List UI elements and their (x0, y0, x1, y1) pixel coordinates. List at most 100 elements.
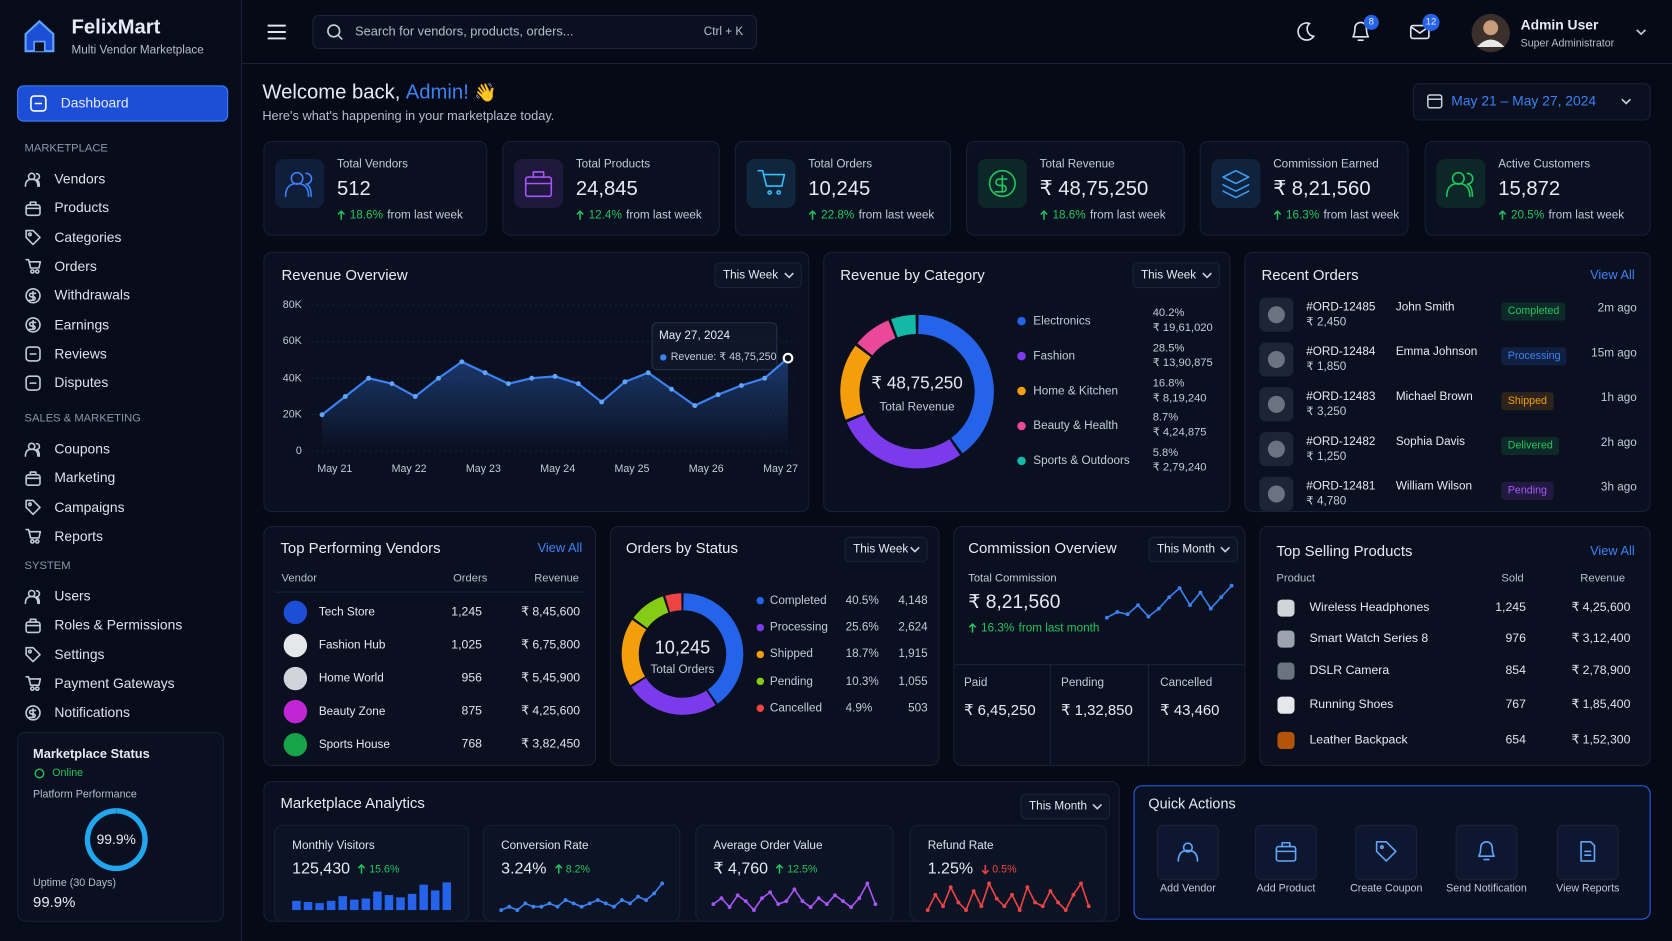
metric-value-row: 125,430 15.6% (292, 860, 400, 879)
nav-item[interactable]: Reviews (54, 345, 107, 362)
kpi-change-period: from last week (1323, 209, 1400, 222)
nav-item[interactable]: Orders (54, 257, 97, 274)
nav-item[interactable]: Marketing (54, 469, 116, 486)
legend-label: Fashion (1033, 349, 1076, 363)
quick-action-button[interactable] (1255, 824, 1317, 881)
breakdown-value: ₹ 43,460 (1160, 701, 1220, 719)
metric-change: 8.2% (565, 863, 591, 876)
nav-item[interactable]: Users (54, 587, 91, 604)
order-status: Delivered (1501, 436, 1560, 456)
kpi-icon-box (275, 158, 325, 209)
nav-item[interactable]: Campaigns (54, 498, 125, 515)
date-range[interactable] (1412, 83, 1651, 121)
kpi-value: ₹ 48,75,250 (1039, 177, 1149, 201)
search-box[interactable] (312, 14, 758, 50)
nav-item[interactable]: Dashboard (60, 94, 129, 111)
quick-action-button[interactable] (1156, 824, 1219, 881)
tooltip-date: May 27, 2024 (658, 329, 731, 343)
metric-label: Refund Rate (927, 839, 994, 853)
quick-action-button[interactable] (1455, 824, 1518, 881)
nav-item[interactable]: Vendors (54, 170, 106, 187)
kpi-change: 16.3% from last week (1273, 209, 1399, 222)
notification-count[interactable]: 8 (1368, 16, 1374, 27)
breakdown-label: Paid (963, 676, 988, 690)
legend-percent: 40.2% (1152, 306, 1185, 320)
nav-item[interactable]: Disputes (54, 374, 109, 391)
date-range-label[interactable]: May 21 – May 27, 2024 (1451, 92, 1597, 109)
quick-action-button[interactable] (1355, 824, 1418, 881)
arrow-shape (576, 210, 584, 220)
arrow-shape (1040, 210, 1048, 220)
nav-item[interactable]: Categories (54, 228, 122, 245)
nav-item[interactable]: Earnings (54, 316, 110, 333)
product-revenue: ₹ 4,25,600 (1571, 601, 1631, 615)
tooltip-label: Revenue: ₹ 48,75,250 (670, 351, 777, 364)
top-vendors-card (263, 525, 597, 767)
arrow-up-icon (808, 210, 817, 220)
vendor-orders: 956 (461, 671, 482, 685)
gauge-label: 99.9% (96, 830, 136, 847)
nav-active[interactable] (17, 85, 229, 122)
dropdown-label[interactable]: This Month (1029, 800, 1088, 813)
column-header: Product (1276, 572, 1315, 585)
view-all-link[interactable]: View All (1590, 543, 1635, 559)
dropdown-label[interactable]: This Week (1140, 268, 1197, 282)
card-title: Top Selling Products (1276, 542, 1413, 560)
quick-action-label[interactable]: Create Coupon (1350, 882, 1423, 895)
quick-action-label[interactable]: Add Vendor (1160, 882, 1216, 895)
metric-change: 15.6% (369, 863, 400, 876)
legend-percent: 5.8% (1152, 446, 1179, 460)
metric-value-row: 1.25% 0.5% (928, 860, 1017, 879)
legend-count: 1,915 (898, 647, 928, 661)
legend-label: Completed (769, 594, 827, 608)
kpi-label: Total Orders (808, 157, 873, 171)
vendor-name: Fashion Hub (318, 639, 386, 652)
legend-label: Electronics (1033, 314, 1091, 328)
status-state: Online (52, 767, 84, 780)
quick-action-label[interactable]: Add Product (1256, 882, 1316, 895)
vendor-revenue: ₹ 8,45,600 (521, 605, 581, 619)
nav-item[interactable]: Coupons (54, 440, 110, 457)
search-placeholder[interactable]: Search for vendors, products, orders... (355, 23, 574, 39)
kpi-change-period: from last week (1090, 209, 1166, 222)
user-name[interactable]: Admin User (1520, 16, 1599, 33)
nav-item[interactable]: Reports (54, 527, 103, 544)
quick-action-button[interactable] (1556, 824, 1619, 881)
kpi-label: Total Products (575, 157, 651, 171)
dropdown-label[interactable]: This Month (1156, 543, 1215, 556)
legend-label: Pending (769, 674, 813, 688)
quick-action-label[interactable]: Send Notification (1446, 882, 1527, 895)
order-status: Processing (1501, 347, 1567, 366)
vendor-orders: 1,025 (451, 638, 482, 652)
breakdown-value: ₹ 6,45,250 (963, 701, 1036, 719)
legend-label: Home & Kitchen (1033, 384, 1119, 398)
message-count[interactable]: 12 (1425, 16, 1437, 27)
avatar (1483, 20, 1499, 36)
dropdown-label[interactable]: This Week (853, 543, 909, 556)
quick-action-label[interactable]: View Reports (1556, 882, 1620, 895)
order-status: Shipped (1501, 392, 1554, 411)
nav-item[interactable]: Notifications (54, 704, 130, 721)
nav-item[interactable]: Settings (54, 645, 105, 662)
nav-item[interactable]: Withdrawals (54, 287, 130, 304)
vendor-name: Tech Store (318, 605, 375, 619)
chevron-icon (1636, 29, 1646, 36)
brand-name: FelixMart (71, 16, 161, 40)
nav-item[interactable]: Payment Gateways (54, 675, 175, 692)
order-id: #ORD-12485 (1306, 300, 1376, 314)
metric-value: 3.24% (501, 859, 547, 878)
dropdown-label[interactable]: This Week (722, 268, 779, 282)
commission-card (953, 525, 1246, 767)
product-thumbnail (1259, 387, 1294, 422)
nav-item[interactable]: Roles & Permissions (54, 616, 183, 633)
commission-total: ₹ 8,21,560 (968, 591, 1061, 613)
product-thumbnail (1259, 476, 1294, 512)
view-all-link[interactable]: View All (537, 540, 583, 556)
welcome-heading: Welcome back, Admin! 👋 (262, 82, 496, 105)
y-tick-label: 60K (282, 335, 302, 348)
vendor-name: Beauty Zone (318, 705, 386, 718)
nav-item[interactable]: Products (54, 199, 110, 216)
nav-section-title: SYSTEM (24, 559, 71, 573)
view-all-link[interactable]: View All (1590, 267, 1635, 283)
commission-change: 16.3% from last month (968, 622, 1099, 635)
